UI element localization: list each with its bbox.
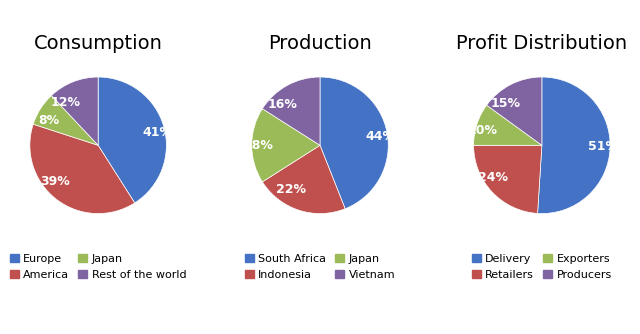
Wedge shape bbox=[33, 96, 98, 145]
Text: 16%: 16% bbox=[268, 98, 298, 111]
Wedge shape bbox=[252, 109, 320, 182]
Text: 44%: 44% bbox=[365, 130, 396, 143]
Legend: Delivery, Retailers, Exporters, Producers: Delivery, Retailers, Exporters, Producer… bbox=[472, 254, 612, 280]
Wedge shape bbox=[486, 77, 542, 145]
Text: 39%: 39% bbox=[40, 175, 70, 188]
Text: 8%: 8% bbox=[38, 114, 59, 127]
Text: 12%: 12% bbox=[51, 96, 81, 109]
Wedge shape bbox=[262, 145, 345, 213]
Text: 24%: 24% bbox=[478, 171, 508, 184]
Text: 51%: 51% bbox=[588, 140, 618, 153]
Wedge shape bbox=[98, 77, 166, 203]
Title: Consumption: Consumption bbox=[34, 34, 163, 53]
Title: Production: Production bbox=[268, 34, 372, 53]
Legend: Europe, America, Japan, Rest of the world: Europe, America, Japan, Rest of the worl… bbox=[10, 254, 186, 280]
Text: 22%: 22% bbox=[276, 183, 306, 196]
Text: 10%: 10% bbox=[468, 125, 498, 138]
Wedge shape bbox=[262, 77, 320, 145]
Text: 15%: 15% bbox=[491, 98, 521, 111]
Wedge shape bbox=[538, 77, 610, 213]
Wedge shape bbox=[320, 77, 388, 209]
Title: Profit Distribution: Profit Distribution bbox=[456, 34, 627, 53]
Text: 18%: 18% bbox=[244, 139, 273, 152]
Wedge shape bbox=[474, 105, 542, 145]
Wedge shape bbox=[30, 124, 134, 213]
Text: 41%: 41% bbox=[143, 126, 173, 139]
Wedge shape bbox=[474, 145, 542, 213]
Legend: South Africa, Indonesia, Japan, Vietnam: South Africa, Indonesia, Japan, Vietnam bbox=[245, 254, 395, 280]
Wedge shape bbox=[51, 77, 98, 145]
